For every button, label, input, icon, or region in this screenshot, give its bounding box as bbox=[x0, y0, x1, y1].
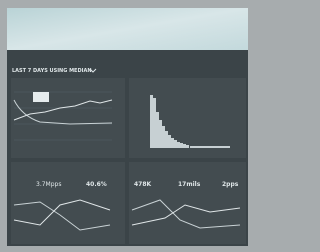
shape bbox=[156, 112, 159, 148]
shape bbox=[162, 126, 165, 148]
stat-value: 17mils bbox=[178, 181, 201, 188]
page: html,body{margin:0;padding:0;width:255px… bbox=[0, 0, 255, 252]
shape bbox=[186, 145, 189, 148]
shape bbox=[183, 144, 186, 148]
body: {"header":{"title":"LAST 7 DAYS USING ME… bbox=[0, 0, 255, 252]
shape bbox=[168, 135, 171, 148]
shape bbox=[150, 95, 153, 148]
shape bbox=[159, 120, 162, 148]
shape bbox=[177, 142, 180, 148]
stat-value: 2pps bbox=[222, 181, 239, 188]
stat-value: 40.6% bbox=[86, 181, 107, 188]
range-selector[interactable]: LAST 7 DAYS USING MEDIAN bbox=[12, 68, 92, 74]
line-chart-panel bbox=[11, 78, 125, 158]
shape bbox=[153, 98, 156, 148]
shape bbox=[165, 131, 168, 148]
banner bbox=[7, 8, 248, 50]
panel bbox=[129, 162, 246, 244]
stat-value: 478K bbox=[134, 181, 152, 188]
shape bbox=[190, 146, 230, 148]
screenshot: LAST 7 DAYS USING MEDIAN 3.7Mpps 40.6% 4… bbox=[0, 0, 255, 252]
tooltip bbox=[33, 92, 49, 102]
histogram-panel bbox=[129, 78, 246, 158]
shape bbox=[174, 140, 177, 148]
shape bbox=[180, 143, 183, 148]
shape bbox=[171, 138, 174, 148]
panel bbox=[11, 78, 125, 158]
stat-value: 3.7Mpps bbox=[36, 181, 61, 188]
